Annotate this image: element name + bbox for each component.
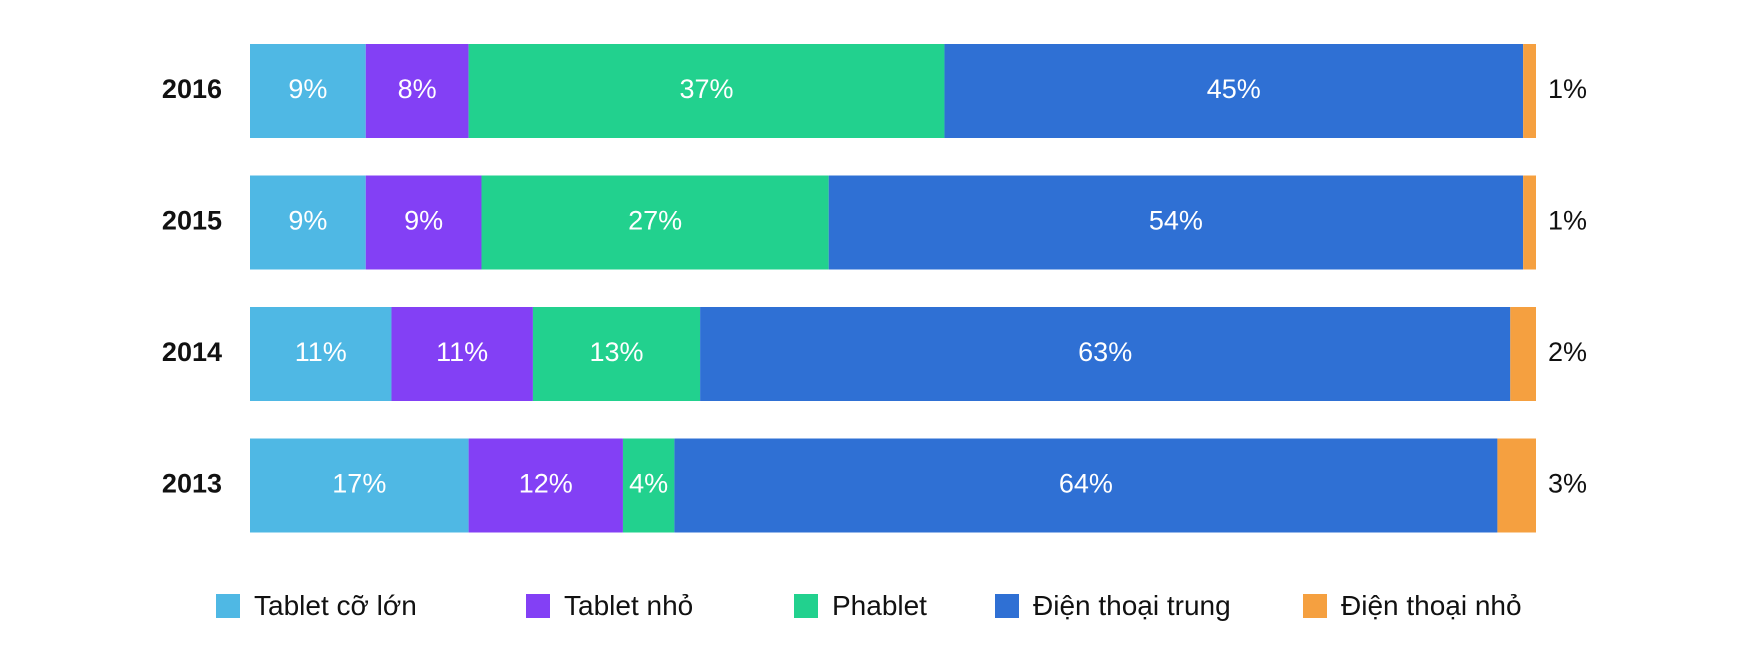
- year-label-2016: 2016: [162, 74, 222, 104]
- legend-item-3: Điện thoại trung: [995, 590, 1231, 622]
- legend-label: Tablet nhỏ: [564, 590, 694, 621]
- legend-label: Điện thoại trung: [1033, 590, 1231, 621]
- legend-swatch: [526, 594, 550, 618]
- bar-segment-2013-4: [1497, 438, 1536, 533]
- legend-item-4: Điện thoại nhỏ: [1303, 590, 1522, 622]
- data-label-2014-3: 63%: [1078, 337, 1132, 367]
- bar-segment-2014-0: [250, 307, 392, 401]
- legend-item-0: Tablet cỡ lớn: [216, 590, 417, 622]
- data-label-2015-0: 9%: [288, 206, 327, 236]
- legend-swatch: [995, 594, 1019, 618]
- data-label-2013-0: 17%: [332, 469, 386, 499]
- year-label-2015: 2015: [162, 206, 222, 236]
- data-label-2013-2: 4%: [629, 469, 668, 499]
- legend-swatch: [1303, 594, 1327, 618]
- bar-segment-2013-3: [674, 438, 1498, 533]
- legend-label: Tablet cỡ lớn: [254, 590, 417, 621]
- year-label-2014: 2014: [162, 337, 222, 367]
- data-label-2013-4: 3%: [1548, 469, 1587, 499]
- legend-label: Điện thoại nhỏ: [1341, 590, 1522, 621]
- data-label-2016-0: 9%: [288, 74, 327, 104]
- bar-segment-2014-4: [1510, 307, 1536, 401]
- year-label-2013: 2013: [162, 469, 222, 499]
- data-label-2016-3: 45%: [1207, 74, 1261, 104]
- data-label-2016-4: 1%: [1548, 74, 1587, 104]
- data-label-2015-1: 9%: [404, 206, 443, 236]
- bar-segment-2013-2: [622, 438, 675, 533]
- legend-label: Phablet: [832, 590, 927, 621]
- data-label-2015-2: 27%: [628, 206, 682, 236]
- legend-swatch: [794, 594, 818, 618]
- data-label-2014-0: 11%: [295, 337, 347, 367]
- legend-item-2: Phablet: [794, 590, 927, 622]
- data-label-2013-1: 12%: [519, 469, 573, 499]
- data-label-2016-1: 8%: [398, 74, 437, 104]
- bar-segment-2015-1: [365, 175, 482, 270]
- data-label-2015-4: 1%: [1548, 206, 1587, 236]
- data-label-2015-3: 54%: [1149, 206, 1203, 236]
- bar-segment-2015-3: [828, 175, 1524, 270]
- bar-segment-2015-4: [1523, 175, 1536, 270]
- legend-item-1: Tablet nhỏ: [526, 590, 693, 622]
- bar-segment-2016-3: [944, 44, 1524, 138]
- bar-segment-2014-3: [700, 307, 1511, 401]
- bar-segment-2016-2: [468, 44, 945, 138]
- bar-segment-2015-0: [250, 175, 366, 270]
- legend-swatch: [216, 594, 240, 618]
- data-label-2013-3: 64%: [1059, 469, 1113, 499]
- bar-segment-2015-2: [481, 175, 829, 270]
- data-label-2014-2: 13%: [589, 337, 643, 367]
- chart-legend: Tablet cỡ lớn Tablet nhỏ Phablet Điện thoại…: [0, 590, 1740, 630]
- data-label-2014-4: 2%: [1548, 337, 1587, 367]
- bar-segment-2016-1: [365, 44, 469, 138]
- bar-segment-2013-0: [250, 438, 469, 533]
- bar-segment-2014-1: [391, 307, 533, 401]
- stacked-bar-chart: 2016 9% 8% 37% 45% 1% 2015 9% 9% 27% 54% 1% 2014 11% 1…: [162, 44, 1587, 533]
- bar-segment-2016-0: [250, 44, 366, 138]
- bar-segment-2016-4: [1523, 44, 1536, 138]
- bar-segment-2014-2: [532, 307, 701, 401]
- data-label-2016-2: 37%: [680, 74, 734, 104]
- data-label-2014-1: 11%: [436, 337, 488, 367]
- bar-segment-2013-1: [468, 438, 623, 533]
